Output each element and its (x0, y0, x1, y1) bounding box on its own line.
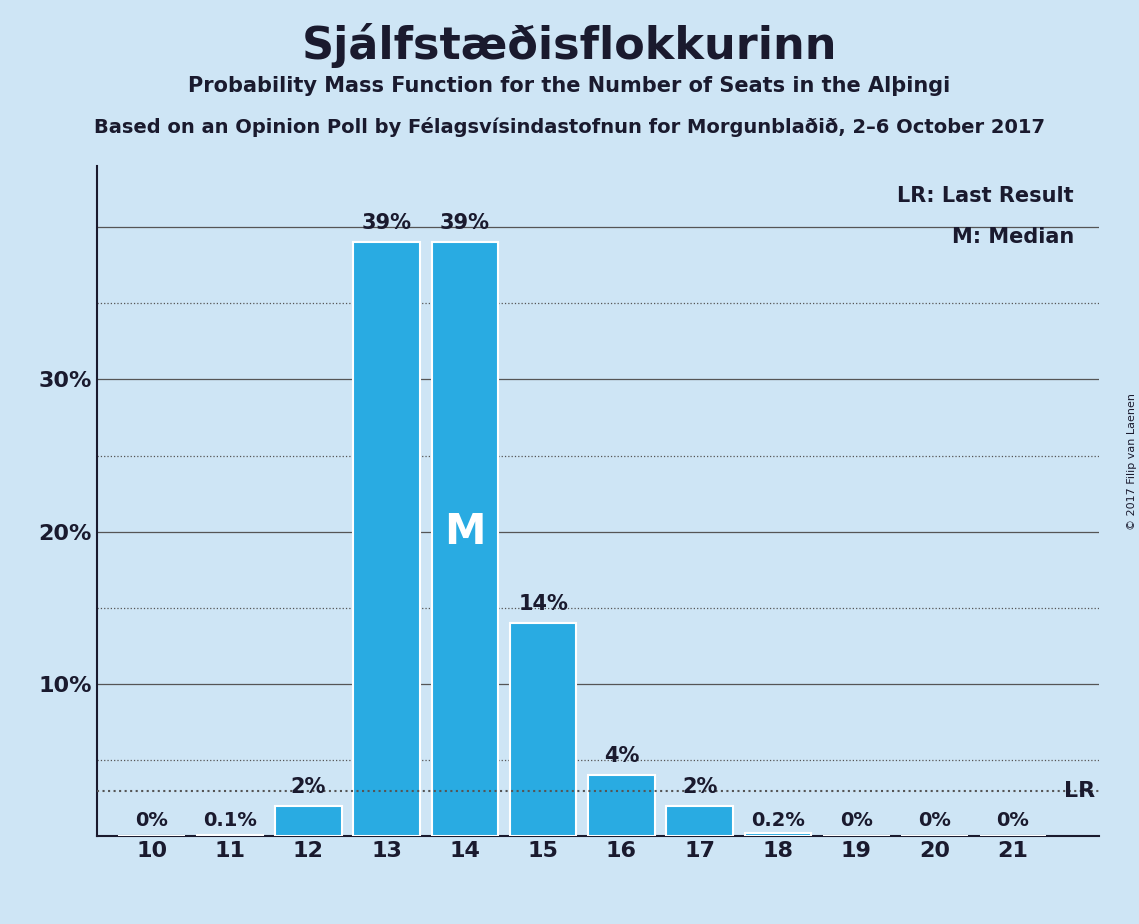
Text: Based on an Opinion Poll by Félagsvísindastofnun for Morgunblaðið, 2–6 October 2: Based on an Opinion Poll by Félagsvísind… (95, 117, 1044, 138)
Text: 0%: 0% (839, 811, 872, 830)
Text: 2%: 2% (290, 777, 326, 796)
Bar (353, 242, 420, 836)
Text: 4%: 4% (604, 747, 639, 766)
Bar (197, 834, 263, 836)
Bar (588, 775, 655, 836)
Bar (510, 623, 576, 836)
Text: 0%: 0% (997, 811, 1030, 830)
Text: LR: LR (1064, 781, 1095, 800)
Text: 0.2%: 0.2% (751, 811, 805, 830)
Text: 0.1%: 0.1% (203, 811, 257, 830)
Bar (745, 833, 811, 836)
Bar (432, 242, 498, 836)
Text: 2%: 2% (682, 777, 718, 796)
Text: 39%: 39% (361, 213, 411, 234)
Text: 0%: 0% (136, 811, 169, 830)
Text: Sjálfstæðisflokkurinn: Sjálfstæðisflokkurinn (302, 23, 837, 68)
Bar (666, 806, 734, 836)
Text: LR: Last Result: LR: Last Result (898, 187, 1074, 206)
Text: M: Median: M: Median (952, 226, 1074, 247)
Text: 14%: 14% (518, 594, 568, 614)
Text: 0%: 0% (918, 811, 951, 830)
Text: © 2017 Filip van Laenen: © 2017 Filip van Laenen (1126, 394, 1137, 530)
Text: Probability Mass Function for the Number of Seats in the Alþingi: Probability Mass Function for the Number… (188, 76, 951, 96)
Text: M: M (444, 511, 485, 553)
Text: 39%: 39% (440, 213, 490, 234)
Bar (274, 806, 342, 836)
